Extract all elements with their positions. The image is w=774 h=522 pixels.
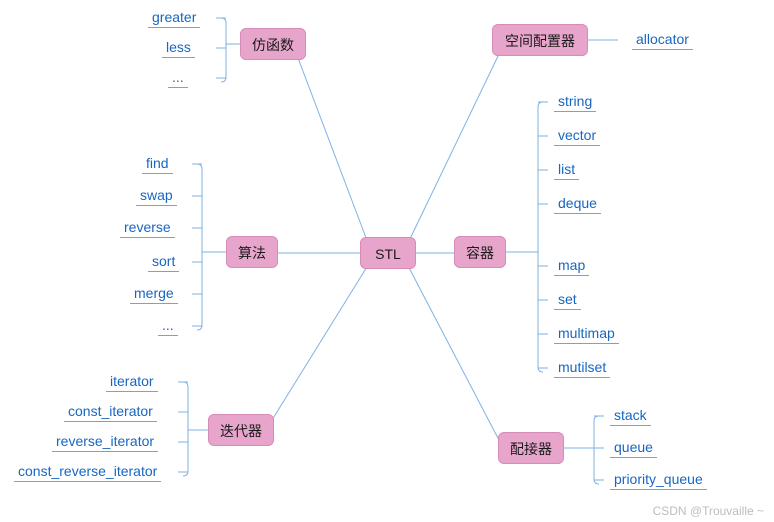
leaf-container-1: vector [554,126,600,146]
leaf-algorithm-4: merge [130,284,178,304]
leaf-container-7: mutilset [554,358,610,378]
node-functor: 仿函数 [240,28,306,60]
leaf-container-5: set [554,290,581,310]
node-center: STL [360,237,416,269]
node-algorithm: 算法 [226,236,278,268]
leaf-iterator-2: reverse_iterator [52,432,158,452]
leaf-functor-1: less [162,38,195,58]
leaf-algorithm-5: ... [158,316,178,336]
leaf-container-0: string [554,92,596,112]
watermark-text: CSDN @Trouvaille ~ [653,504,764,518]
leaf-container-4: map [554,256,589,276]
leaf-iterator-3: const_reverse_iterator [14,462,161,482]
leaf-adapter-1: queue [610,438,657,458]
node-adapter: 配接器 [498,432,564,464]
leaf-algorithm-3: sort [148,252,179,272]
leaf-functor-0: greater [148,8,200,28]
node-iterator_node: 迭代器 [208,414,274,446]
leaf-container-3: deque [554,194,601,214]
leaf-algorithm-0: find [142,154,173,174]
node-allocator_node: 空间配置器 [492,24,588,56]
leaf-allocator-0: allocator [632,30,693,50]
leaf-adapter-2: priority_queue [610,470,707,490]
leaf-adapter-0: stack [610,406,651,426]
node-container: 容器 [454,236,506,268]
leaf-container-6: multimap [554,324,619,344]
leaf-iterator-1: const_iterator [64,402,157,422]
leaf-iterator-0: iterator [106,372,158,392]
leaf-algorithm-2: reverse [120,218,175,238]
leaf-algorithm-1: swap [136,186,177,206]
leaf-functor-2: ... [168,68,188,88]
leaf-container-2: list [554,160,579,180]
